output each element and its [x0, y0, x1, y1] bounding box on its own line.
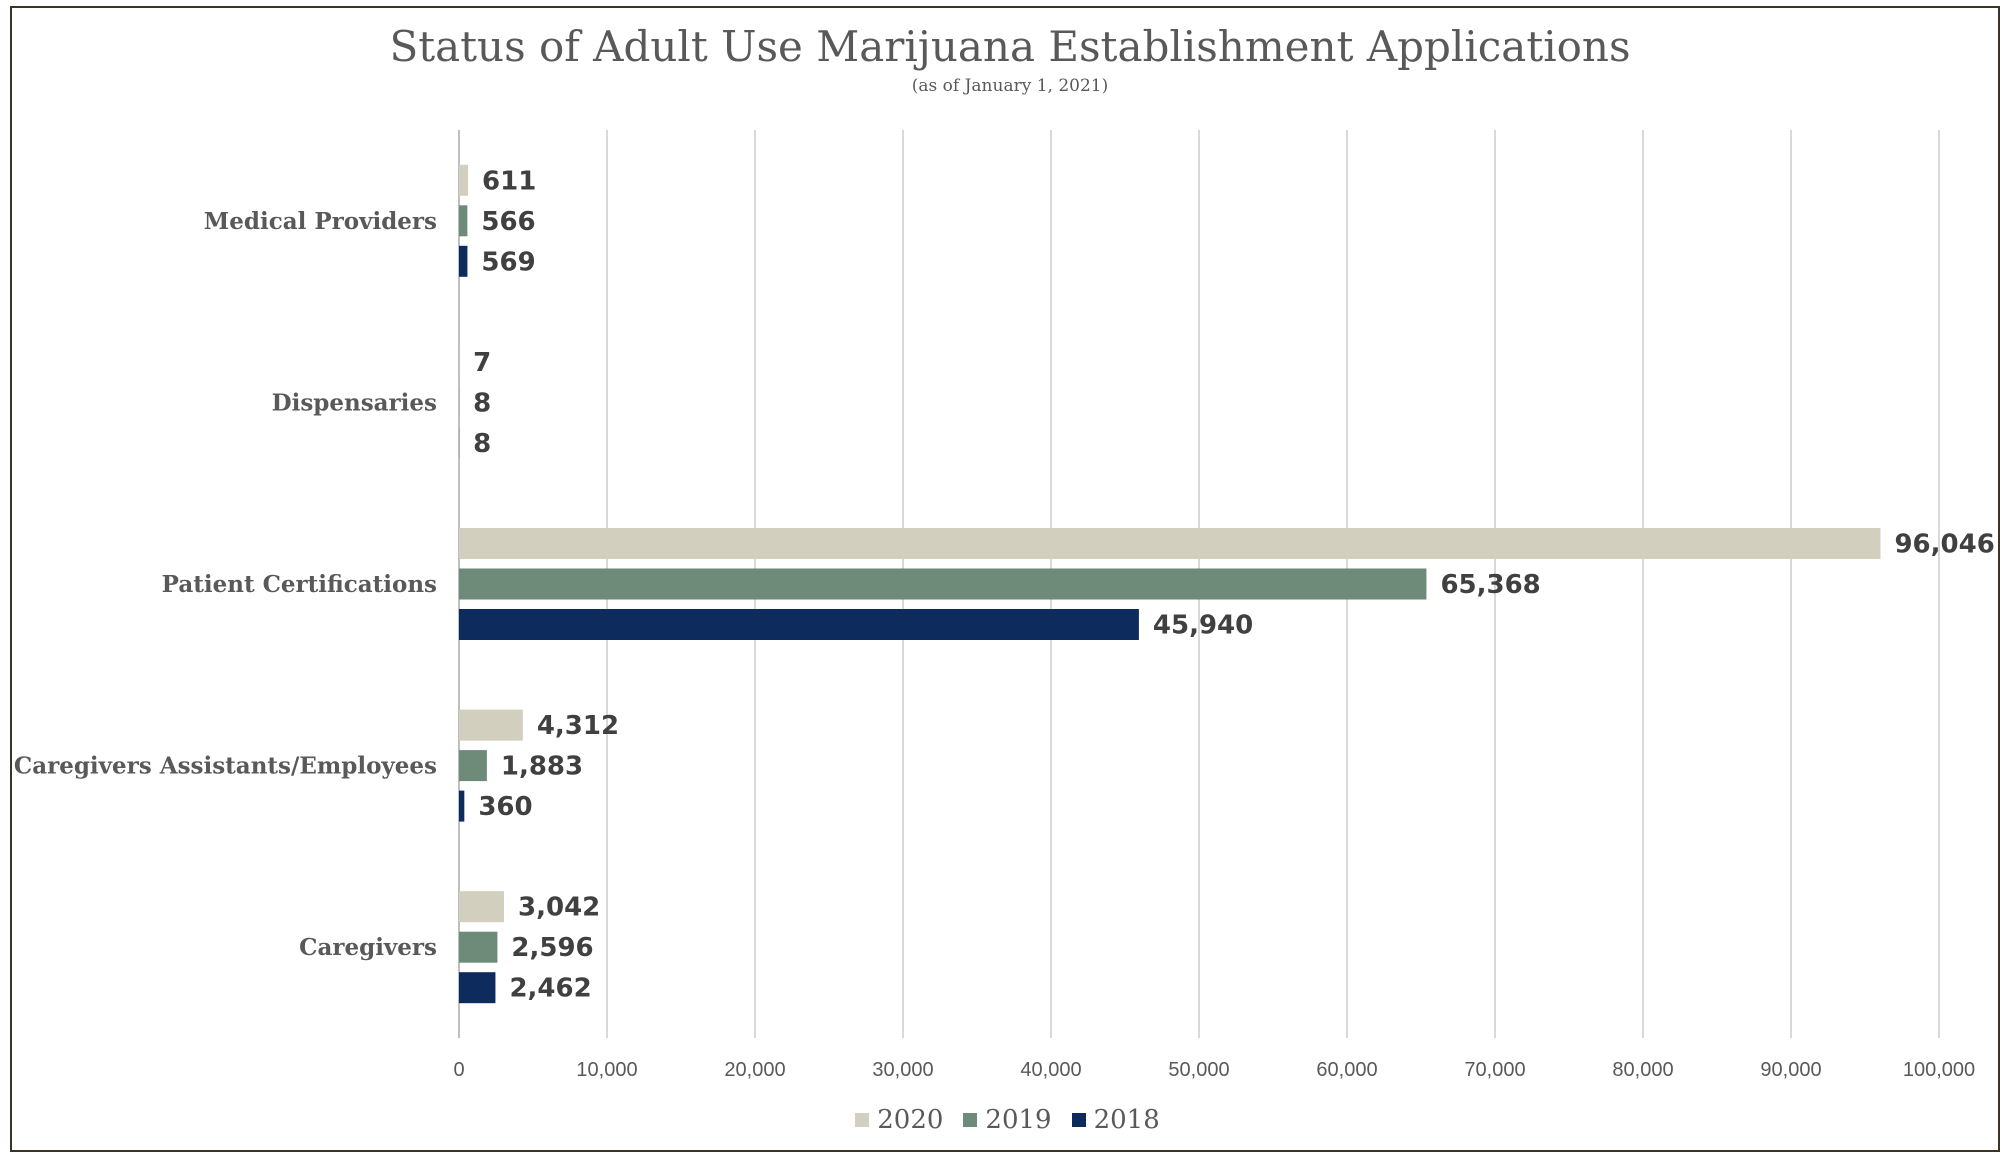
data-label: 1,883 — [501, 752, 583, 782]
bar-2019 — [459, 205, 468, 237]
bar-2018 — [459, 245, 468, 277]
data-label: 611 — [482, 166, 536, 196]
x-tick-label: 70,000 — [1464, 1059, 1525, 1081]
legend-label: 2019 — [985, 1105, 1052, 1135]
bar-2020 — [459, 891, 505, 923]
x-tick-label: 20,000 — [724, 1059, 785, 1081]
legend-swatch — [1071, 1113, 1086, 1127]
data-label: 96,046 — [1894, 530, 1994, 560]
bar-2019 — [459, 750, 487, 782]
x-tick-label: 100,000 — [1903, 1059, 1975, 1081]
legend-item: 2018 — [1071, 1105, 1160, 1135]
bar-2018 — [459, 609, 1139, 640]
legend-label: 2018 — [1093, 1105, 1160, 1135]
data-label: 2,596 — [511, 933, 593, 963]
data-label: 2,462 — [509, 974, 591, 1004]
chart-subtitle: (as of January 1, 2021) — [911, 76, 1109, 96]
data-label: 566 — [481, 207, 535, 237]
category-label: Caregivers — [299, 934, 437, 961]
bar-2020 — [459, 164, 469, 196]
data-label: 3,042 — [518, 893, 600, 923]
legend-item: 2020 — [855, 1105, 943, 1135]
category-label: Patient Certifications — [162, 571, 437, 598]
chart-title: Status of Adult Use Marijuana Establishm… — [389, 22, 1631, 71]
bar-2020 — [459, 528, 1881, 559]
legend-swatch — [855, 1113, 870, 1127]
legend-label: 2020 — [877, 1105, 944, 1135]
bar-2020 — [459, 709, 523, 741]
category-label: Medical Providers — [204, 208, 437, 235]
bar-2019 — [459, 568, 1427, 600]
legend: 2020 2019 2018 — [0, 1105, 2005, 1135]
data-label: 8 — [473, 429, 491, 459]
bar-2018 — [459, 790, 465, 822]
legend-swatch — [963, 1113, 978, 1127]
x-tick-label: 10,000 — [576, 1059, 637, 1081]
x-tick-label: 80,000 — [1612, 1059, 1673, 1081]
data-label: 360 — [478, 792, 532, 822]
data-label: 45,940 — [1153, 611, 1253, 641]
data-label: 8 — [473, 388, 491, 418]
data-label: 4,312 — [537, 711, 619, 741]
x-tick-label: 90,000 — [1760, 1059, 1821, 1081]
legend-item: 2019 — [963, 1105, 1052, 1135]
x-tick-label: 50,000 — [1168, 1059, 1229, 1081]
category-label: Dispensaries — [272, 389, 437, 416]
data-label: 65,368 — [1440, 570, 1540, 600]
data-label: 569 — [481, 247, 535, 277]
data-label: 7 — [473, 348, 491, 378]
x-tick-label: 40,000 — [1020, 1059, 1081, 1081]
x-tick-label: 30,000 — [872, 1059, 933, 1081]
category-label: Caregivers Assistants/Employees — [14, 753, 437, 780]
x-tick-label: 60,000 — [1316, 1059, 1377, 1081]
bar-2018 — [459, 972, 496, 1004]
bar-2019 — [459, 931, 498, 963]
x-tick-label: 0 — [453, 1059, 464, 1081]
